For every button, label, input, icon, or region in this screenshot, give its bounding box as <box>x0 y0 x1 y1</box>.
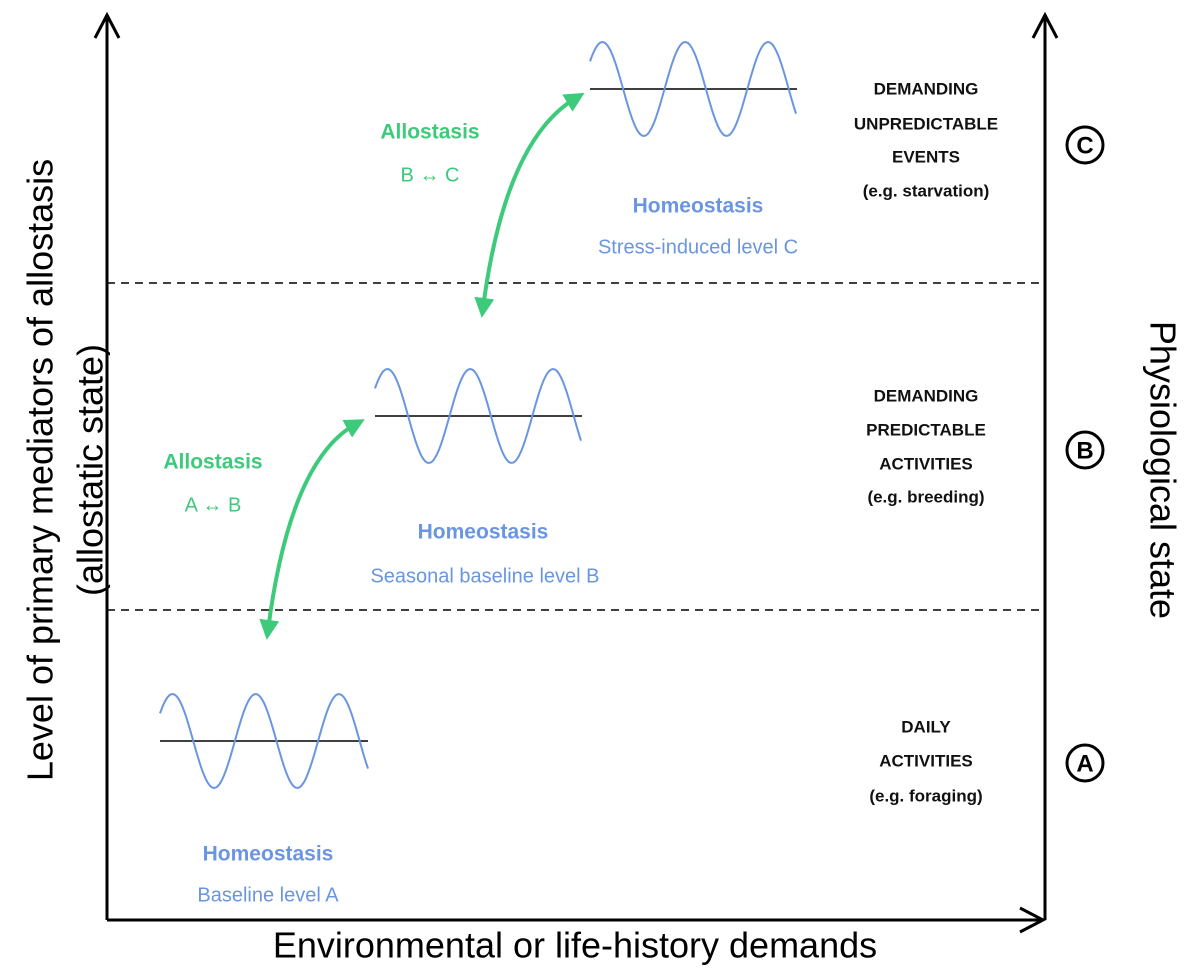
level-circle <box>1065 743 1105 783</box>
description: ACTIVITIES <box>879 751 973 770</box>
description: DAILY <box>901 717 951 736</box>
homeostasis-level: Stress-induced level C <box>598 236 798 258</box>
description: PREDICTABLE <box>866 420 986 439</box>
description: EVENTS <box>892 147 960 166</box>
description: DEMANDING <box>874 79 979 98</box>
wave <box>159 692 369 790</box>
description: (e.g. breeding) <box>867 487 984 506</box>
homeostasis-title: Homeostasis <box>203 843 334 866</box>
homeostasis-title: Homeostasis <box>633 195 764 218</box>
waves <box>159 40 797 790</box>
y-axis-label: Level of primary mediators of allostasis <box>20 159 61 781</box>
description: UNPREDICTABLE <box>854 114 998 133</box>
level-letter: B <box>1076 437 1093 464</box>
allostasis-arrow <box>259 419 365 640</box>
description: (e.g. starvation) <box>863 181 990 200</box>
description: ACTIVITIES <box>879 454 973 473</box>
allostasis-transition: A ↔ B <box>185 494 242 516</box>
allostasis-arrow <box>474 92 585 318</box>
homeostasis-level: Baseline level A <box>197 884 339 906</box>
description: DEMANDING <box>874 386 979 405</box>
axes <box>93 11 1059 934</box>
description: (e.g. foraging) <box>869 786 982 805</box>
x-axis <box>107 906 1047 934</box>
allostasis-title: Allostasis <box>163 451 262 474</box>
allostasis-title: Allostasis <box>380 121 479 144</box>
allostasis-transition: B ↔ C <box>401 164 460 186</box>
level-circle <box>1065 430 1105 470</box>
y-axis <box>93 11 121 920</box>
level-letter: A <box>1076 750 1093 777</box>
homeostasis-title: Homeostasis <box>418 521 549 544</box>
right-axis <box>1031 11 1059 920</box>
right-axis-label: Physiological state <box>1142 321 1183 619</box>
level-circle <box>1065 125 1105 165</box>
y-axis-label: (allostatic state) <box>70 344 111 596</box>
x-axis-label: Environmental or life-history demands <box>273 925 877 966</box>
homeostasis-level: Seasonal baseline level B <box>370 565 599 587</box>
level-letter: C <box>1076 132 1093 159</box>
wave <box>374 367 582 465</box>
wave <box>589 40 797 138</box>
